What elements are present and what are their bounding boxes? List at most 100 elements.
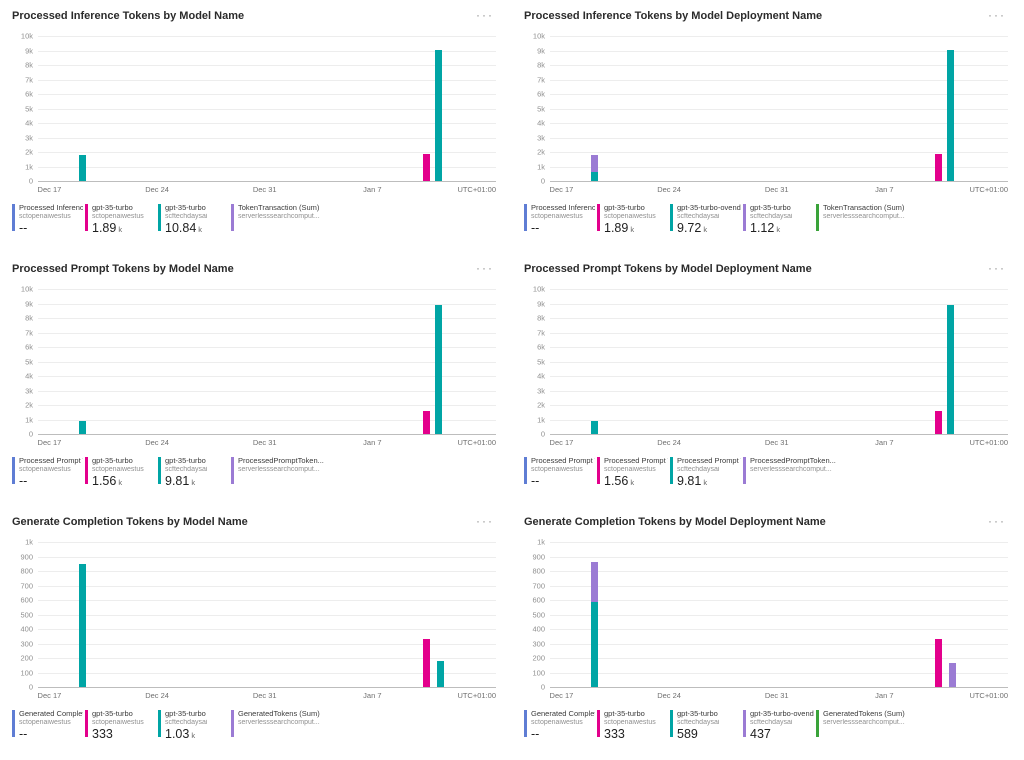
legend-item[interactable]: Processed Prompt Tok...sctopenaiwestus1.… — [597, 456, 668, 488]
bar-segment-teal — [78, 420, 86, 434]
timezone-label: UTC+01:00 — [457, 438, 496, 447]
legend-item[interactable]: gpt-35-turbo sctopenaiwestus 333 — [85, 709, 156, 741]
gridline — [38, 571, 496, 572]
chart-menu-button[interactable]: ··· — [988, 261, 1006, 275]
gridline — [38, 289, 496, 290]
legend-color-bar — [816, 710, 819, 737]
legend-item[interactable]: gpt-35-turbo-ovendatascftechdaysai437 — [743, 709, 814, 741]
bar-segment-teal — [78, 154, 86, 181]
legend-resource-name: sctopenaiwestus — [19, 466, 71, 473]
legend-item[interactable]: ProcessedPromptToken... serverlesssearchc… — [743, 456, 836, 488]
chart-bar[interactable] — [78, 542, 86, 687]
legend-item[interactable]: Processed Inference ...sctopenaiwestus-- — [12, 203, 83, 235]
gridline — [550, 600, 1008, 601]
legend-item[interactable]: GeneratedTokens (Sum) serverlesssearchcom… — [231, 709, 320, 741]
gridline — [550, 614, 1008, 616]
gridline — [550, 347, 1008, 348]
chart-bar[interactable] — [434, 36, 442, 181]
legend-item[interactable]: gpt-35-turbo sctopenaiwestus 1.56 k — [85, 456, 156, 488]
legend-item[interactable]: Processed Prompt Tok...sctopenaiwestus-- — [12, 456, 83, 488]
chart-bar[interactable] — [946, 289, 954, 434]
legend-item[interactable]: TokenTransaction (Sum) serverlesssearchco… — [231, 203, 320, 235]
legend-item[interactable]: TokenTransaction (Sum) serverlesssearchco… — [816, 203, 905, 235]
y-axis-label: 500 — [20, 610, 33, 619]
legend-item[interactable]: gpt-35-turbo scftechdaysai 9.81 k — [158, 456, 229, 488]
chart-menu-button[interactable]: ··· — [476, 514, 494, 528]
chart-bar[interactable] — [590, 542, 598, 687]
legend-item[interactable]: Processed Inference ...sctopenaiwestus-- — [524, 203, 595, 235]
gridline — [38, 658, 496, 659]
x-axis-labels: Dec 17 Dec 24 Dec 31 Jan 7 UTC+01:00 — [38, 435, 496, 449]
gridline — [38, 137, 496, 139]
y-axis-label: 200 — [20, 653, 33, 663]
chart-plot-area: 10k 9k 8k 7k 6k 5k 4k 3k 2k 1k 0 — [533, 285, 1008, 439]
gridline — [38, 303, 496, 305]
chart-bar[interactable] — [590, 36, 598, 181]
chart-bar[interactable] — [78, 36, 86, 181]
y-axis-label: 8k — [537, 60, 545, 70]
legend-text: Processed Prompt Tok...sctopenaiwestus-- — [531, 456, 595, 488]
chart-bar[interactable] — [934, 542, 942, 687]
legend-color-bar — [670, 204, 673, 231]
gridline — [38, 643, 496, 645]
legend-item[interactable]: ProcessedPromptToken... serverlesssearchc… — [231, 456, 324, 488]
timezone-label: UTC+01:00 — [969, 438, 1008, 447]
chart-menu-button[interactable]: ··· — [988, 8, 1006, 22]
legend-color-bar — [670, 457, 673, 484]
legend-resource-name: scftechdaysai — [165, 719, 208, 726]
gridline — [38, 79, 496, 81]
legend-value: 1.56 k — [92, 474, 123, 488]
gridline — [38, 585, 496, 587]
chart-bar[interactable] — [949, 542, 957, 687]
legend-metric-name: gpt-35-turbo — [165, 456, 206, 465]
chart-menu-button[interactable]: ··· — [476, 261, 494, 275]
chart-bar[interactable] — [934, 36, 942, 181]
legend-value: -- — [531, 727, 540, 741]
legend-text: gpt-35-turbo-ovendatascftechdaysai9.72k — [677, 203, 741, 235]
legend-item[interactable]: gpt-35-turbo scftechdaysai 10.84 k — [158, 203, 229, 235]
y-axis-label: 9k — [537, 299, 545, 308]
legend-color-bar — [158, 710, 161, 737]
legend-item[interactable]: gpt-35-turbo scftechdaysai 1.12 k — [743, 203, 814, 235]
chart-plot-area: 10k 9k 8k 7k 6k 5k 4k 3k 2k 1k 0 — [533, 32, 1008, 186]
x-axis-tick: Dec 31 — [252, 691, 277, 700]
legend-item[interactable]: Generated Completion...sctopenaiwestus-- — [12, 709, 83, 741]
y-axis-label: 1k — [537, 162, 545, 171]
legend-item[interactable]: gpt-35-turbo scftechdaysai 1.03 k — [158, 709, 229, 741]
legend-item[interactable]: gpt-35-turbo scftechdaysai 589 — [670, 709, 741, 741]
legend-item[interactable]: gpt-35-turbo sctopenaiwestus 1.89 k — [85, 203, 156, 235]
gridline — [550, 123, 1008, 124]
y-axis-label: 0 — [540, 429, 545, 439]
chart-bar[interactable] — [934, 289, 942, 434]
legend-item[interactable]: Generated Completion...sctopenaiwestus-- — [524, 709, 595, 741]
legend-value-unit: k — [118, 478, 123, 487]
chart-bar[interactable] — [422, 289, 430, 434]
legend-item[interactable]: Processed Prompt Tok...sctopenaiwestus-- — [524, 456, 595, 488]
chart-bar[interactable] — [437, 542, 445, 687]
gridline — [550, 289, 1008, 290]
legend-item[interactable]: gpt-35-turbo sctopenaiwestus 1.89 k — [597, 203, 668, 235]
legend-color-bar — [231, 204, 234, 231]
gridline — [38, 390, 496, 392]
legend-value: 589 — [677, 727, 698, 741]
legend-resource-name: scftechdaysai — [750, 719, 793, 726]
legend-item[interactable]: Processed Prompt Tok...scftechdaysai9.81… — [670, 456, 741, 488]
chart-header: Generate Completion Tokens by Model Name… — [12, 514, 496, 532]
legend-item[interactable]: GeneratedTokens (Sum) serverlesssearchcom… — [816, 709, 905, 741]
legend-text: gpt-35-turbo sctopenaiwestus 1.89 k — [92, 203, 144, 235]
legend-text: Generated Completion...sctopenaiwestus-- — [531, 709, 595, 741]
chart-bar[interactable] — [434, 289, 442, 434]
legend-item[interactable]: gpt-35-turbo-ovendatascftechdaysai9.72k — [670, 203, 741, 235]
x-axis-tick: Jan 7 — [363, 691, 382, 700]
legend-resource-name: serverlesssearchcomput... — [238, 213, 320, 220]
bar-segment-purple — [949, 662, 957, 687]
chart-menu-button[interactable]: ··· — [476, 8, 494, 22]
legend-metric-name: gpt-35-turbo-ovendata — [750, 709, 814, 718]
legend-item[interactable]: gpt-35-turbo sctopenaiwestus 333 — [597, 709, 668, 741]
chart-bar[interactable] — [422, 542, 430, 687]
chart-bar[interactable] — [78, 289, 86, 434]
chart-menu-button[interactable]: ··· — [988, 514, 1006, 528]
chart-bar[interactable] — [590, 289, 598, 434]
chart-bar[interactable] — [946, 36, 954, 181]
chart-bar[interactable] — [422, 36, 430, 181]
